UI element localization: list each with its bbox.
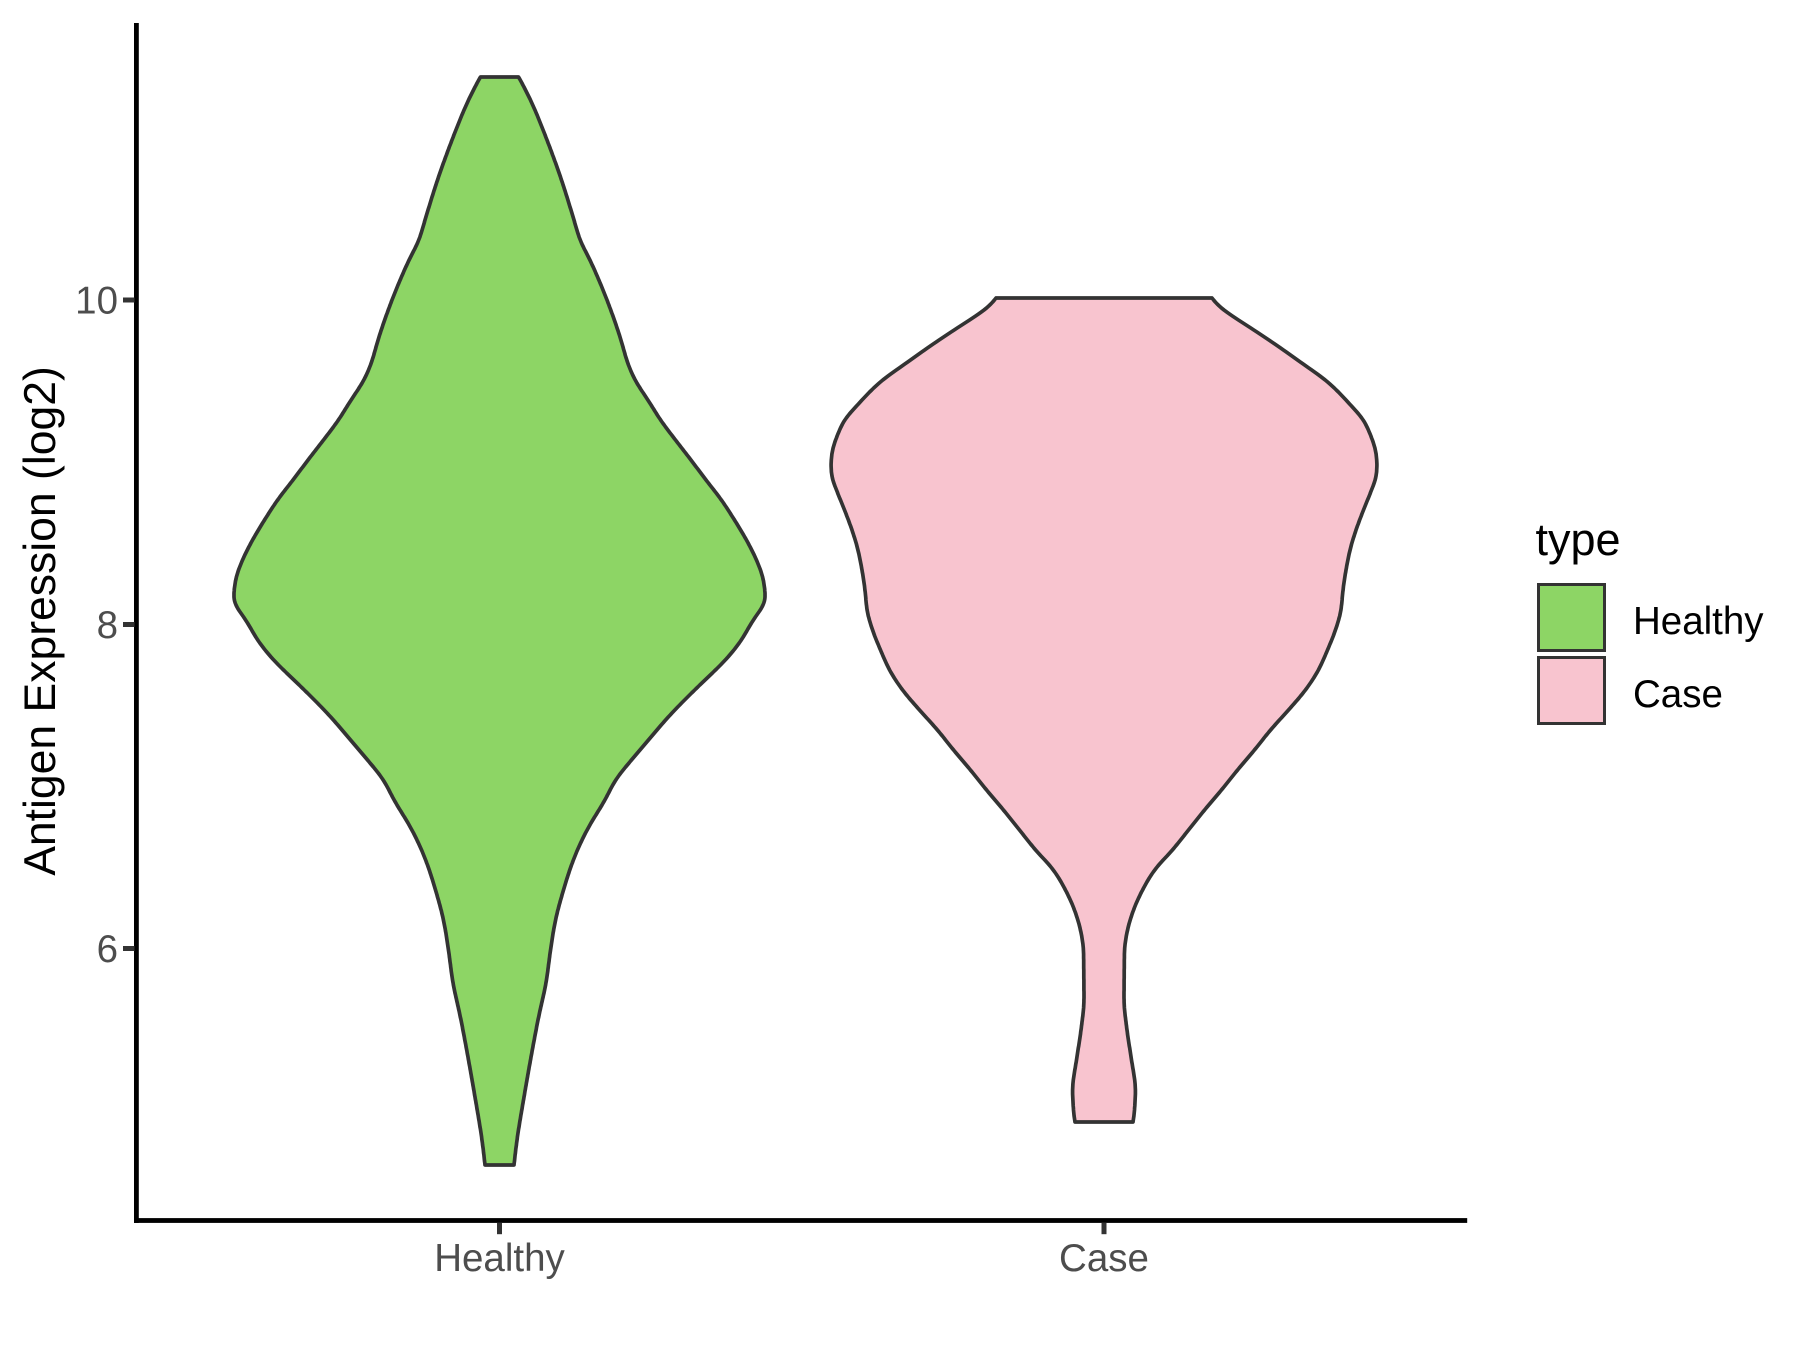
svg-text:Antigen Expression (log2): Antigen Expression (log2): [16, 366, 65, 876]
svg-text:Case: Case: [1633, 673, 1723, 716]
svg-text:Healthy: Healthy: [1633, 600, 1764, 643]
svg-text:8: 8: [97, 604, 118, 647]
svg-text:10: 10: [75, 280, 118, 323]
svg-text:type: type: [1536, 514, 1621, 565]
svg-text:6: 6: [97, 928, 118, 971]
svg-text:Case: Case: [1059, 1237, 1149, 1280]
svg-text:Healthy: Healthy: [434, 1237, 565, 1280]
